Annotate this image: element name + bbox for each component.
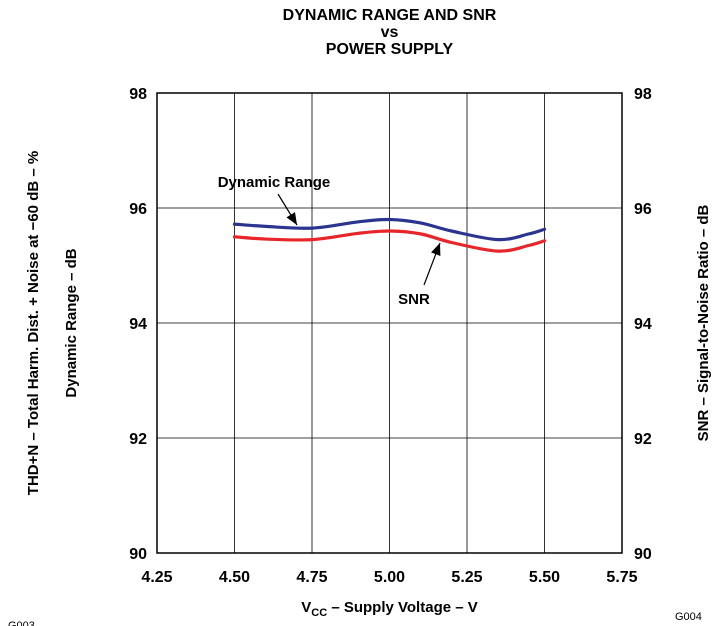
y-tick-label-right: 94 (634, 316, 652, 333)
x-tick-label: 5.00 (374, 569, 405, 586)
plot-frame (156, 92, 623, 554)
y-axis-label-left-outer: THD+N – Total Harm. Dist. + Noise at −60… (25, 151, 42, 495)
y-tick-label-left: 94 (129, 316, 147, 333)
y-tick-label-left: 90 (129, 546, 147, 563)
x-tick-label: 4.50 (219, 569, 250, 586)
chart-title-line: vs (381, 24, 399, 41)
annotations: Dynamic Range SNR (218, 174, 441, 308)
x-tick-label: 5.25 (451, 569, 482, 586)
y-tick-label-left: 98 (129, 86, 147, 103)
y-axis-label-right: SNR – Signal-to-Noise Ratio – dB (695, 204, 712, 441)
chart-title-line: DYNAMIC RANGE AND SNR (283, 7, 497, 24)
x-tick-label: 5.75 (606, 569, 637, 586)
y-tick-label-right: 96 (634, 201, 652, 218)
y-tick-label-right: 92 (634, 431, 652, 448)
x-axis-label: VCC – Supply Voltage – V (301, 599, 478, 619)
y-tick-label-left: 96 (129, 201, 147, 218)
y-tick-label-left: 92 (129, 431, 147, 448)
series-layer (232, 217, 547, 253)
chart-title-line: POWER SUPPLY (326, 41, 454, 58)
series-line-dynamic-range (232, 217, 547, 242)
annotation-dynamic-range-arrow-head (286, 212, 297, 225)
x-tick-label: 4.75 (296, 569, 327, 586)
series-line-snr (232, 229, 547, 253)
y-tick-label-right: 98 (634, 86, 652, 103)
figure-code-right: G004 (675, 611, 702, 623)
annotation-snr-arrow-head (431, 243, 441, 256)
y-axis-label-left-inner: Dynamic Range – dB (63, 248, 80, 397)
y-tick-label-right: 90 (634, 546, 652, 563)
axis-ticks: 4.25 4.50 4.75 5.00 5.25 5.50 5.75 90 90 92 92 94 94… (129, 86, 652, 586)
axis-labels: VCC – Supply Voltage – V THD+N – Total Ha… (8, 151, 712, 626)
grid-lines (157, 93, 622, 553)
x-tick-label: 4.25 (141, 569, 172, 586)
annotation-snr: SNR (398, 291, 430, 308)
figure-code-left: G003 (8, 620, 35, 626)
x-tick-label: 5.50 (529, 569, 560, 586)
annotation-dynamic-range: Dynamic Range (218, 174, 331, 191)
